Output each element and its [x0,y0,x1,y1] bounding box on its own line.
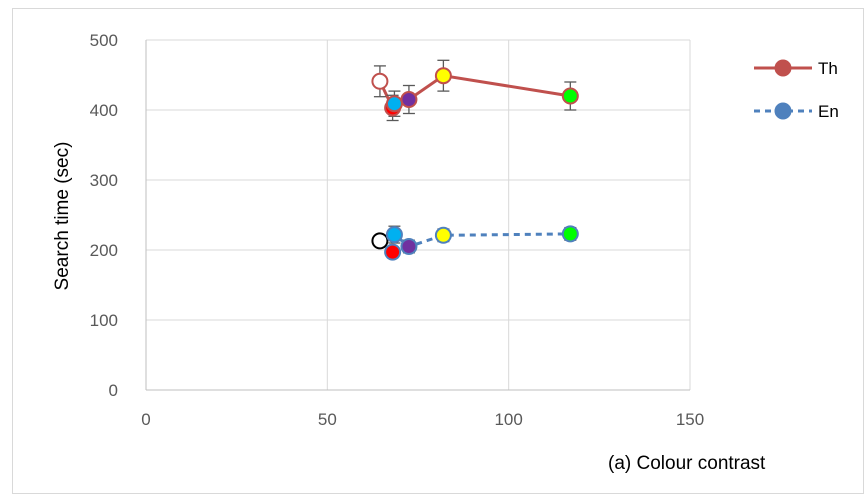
data-point [561,225,579,243]
y-tick-label: 100 [90,311,118,330]
data-point [371,72,389,90]
data-point [561,87,579,105]
legend-label-En: En [818,102,839,121]
x-tick-label: 0 [141,410,150,429]
data-point [385,95,403,113]
y-axis-title: Search time (sec) [52,142,73,291]
series-En [371,225,579,261]
series-Th [371,59,579,122]
series-layer [371,59,579,261]
y-tick-label: 200 [90,241,118,260]
legend-marker-En [774,102,792,120]
y-tick-label: 400 [90,101,118,120]
series-line [391,231,571,253]
data-point [384,243,402,261]
legend: Th En [754,59,839,121]
data-point [400,238,418,255]
data-point [400,91,418,108]
data-point [371,232,389,250]
y-tick-label: 300 [90,171,118,190]
y-tick-label: 0 [109,381,118,400]
x-tick-label: 150 [676,410,704,429]
chart-frame [12,8,864,494]
data-point [434,226,452,244]
x-tick-label: 100 [494,410,522,429]
data-point [434,67,452,85]
chart-caption: (a) Colour contrast [608,453,766,474]
axes: 0 100 200 300 400 500 0 50 100 150 [90,31,705,429]
legend-label-Th: Th [818,59,838,78]
series-line [391,74,571,109]
data-point [385,226,403,244]
legend-marker-Th [774,59,792,77]
grid [146,39,691,390]
y-tick-label: 500 [90,31,118,50]
x-tick-label: 50 [318,410,337,429]
